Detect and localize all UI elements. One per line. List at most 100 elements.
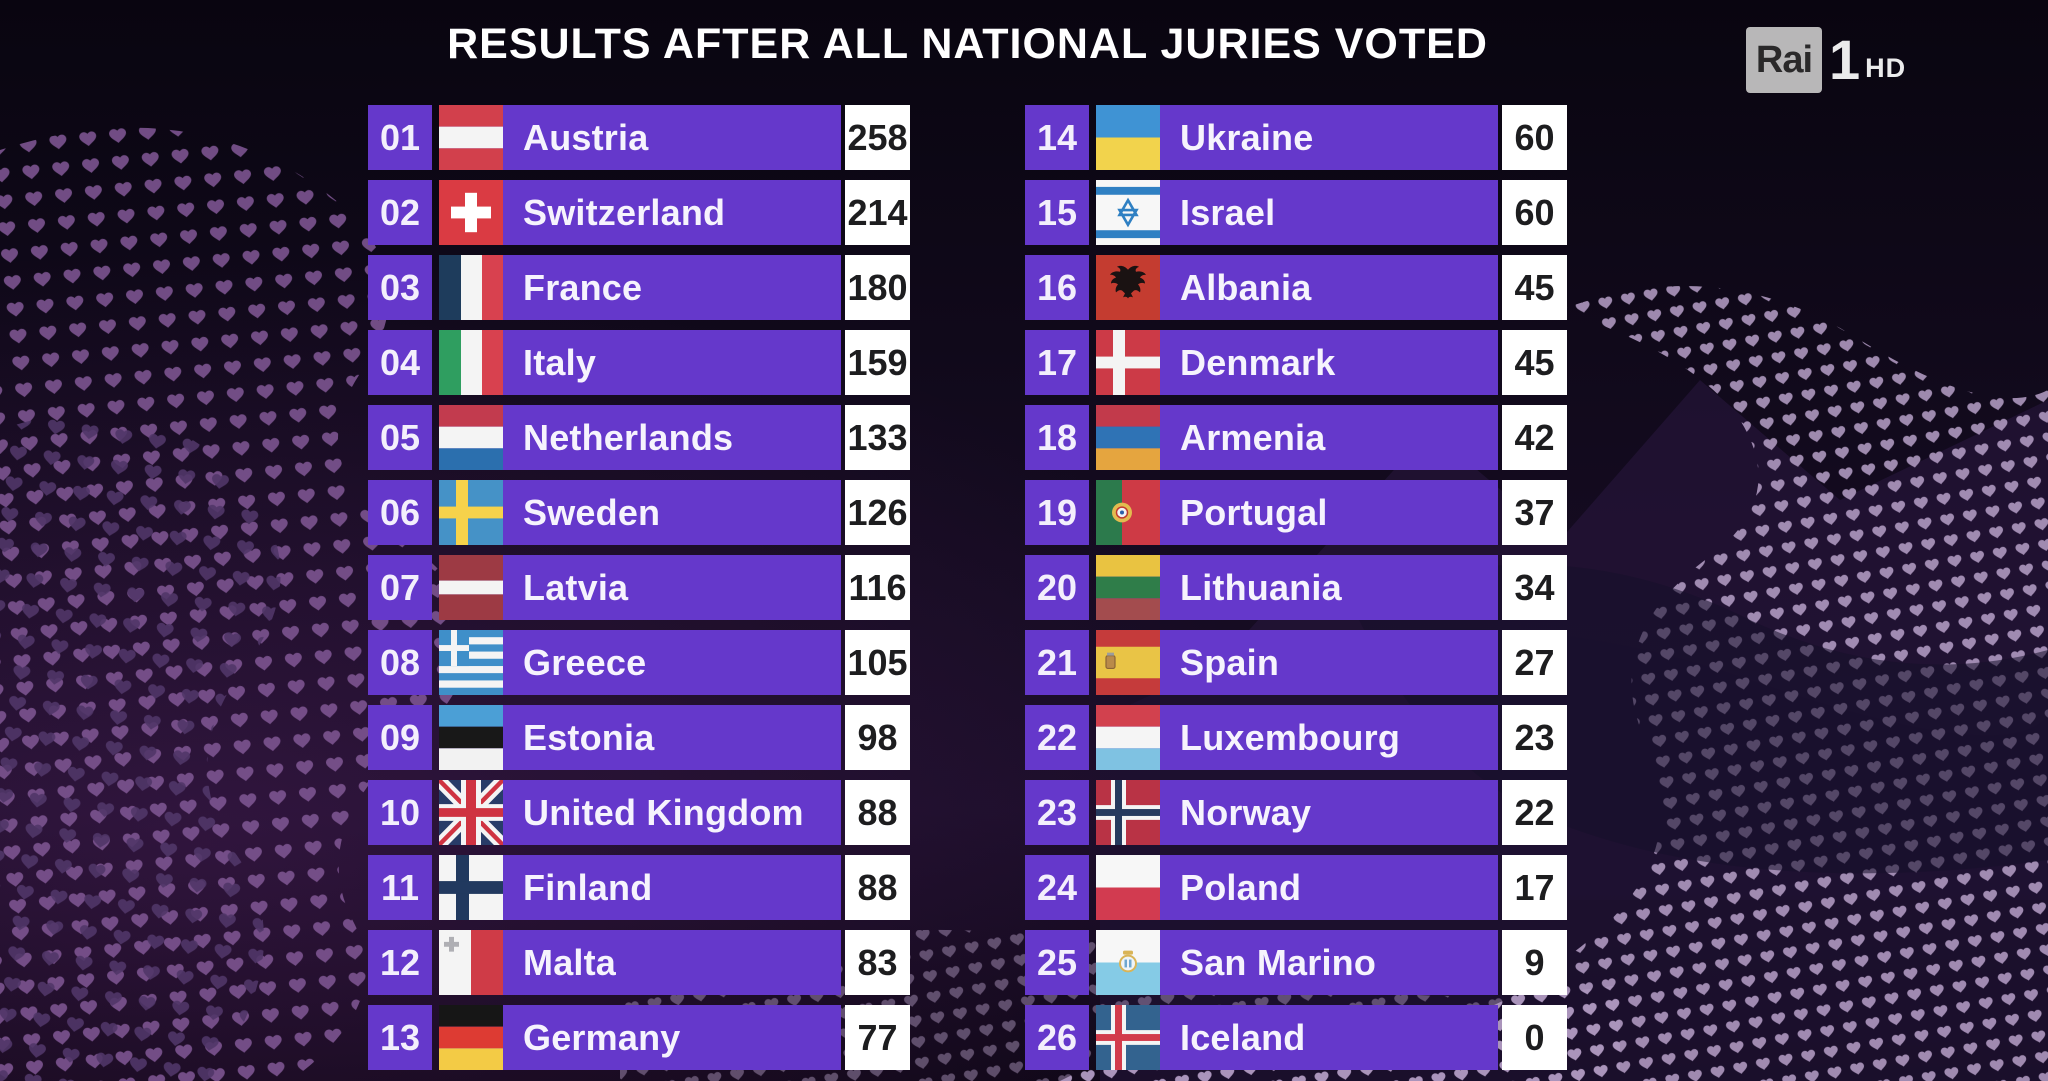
flag-germany-icon: [439, 1005, 503, 1070]
rank-badge: 24: [1025, 855, 1089, 920]
flag-albania-icon: [1096, 255, 1160, 320]
country-bar: Luxembourg: [1096, 705, 1498, 770]
country-name: Poland: [1180, 866, 1302, 908]
country-name: Ukraine: [1180, 116, 1314, 158]
country-name: Finland: [523, 866, 653, 908]
country-bar: Netherlands: [439, 405, 841, 470]
country-bar: Estonia: [439, 705, 841, 770]
score-box: 98: [845, 705, 910, 770]
rank-badge: 06: [368, 480, 432, 545]
score-box: 133: [845, 405, 910, 470]
score-box: 116: [845, 555, 910, 620]
country-bar: Finland: [439, 855, 841, 920]
page-title: RESULTS AFTER ALL NATIONAL JURIES VOTED: [447, 20, 1488, 68]
country-name: Israel: [1180, 191, 1276, 233]
result-row-albania: 16 Albania 45: [1025, 255, 1567, 320]
score-box: 77: [845, 1005, 910, 1070]
score-box: 45: [1502, 255, 1567, 320]
country-name: Denmark: [1180, 341, 1336, 383]
rank-badge: 20: [1025, 555, 1089, 620]
country-name: Austria: [523, 116, 649, 158]
result-row-armenia: 18 Armenia 42: [1025, 405, 1567, 470]
score-box: 17: [1502, 855, 1567, 920]
country-bar: Norway: [1096, 780, 1498, 845]
rai-hd-label: HD: [1865, 52, 1907, 83]
country-bar: Switzerland: [439, 180, 841, 245]
country-bar: Israel: [1096, 180, 1498, 245]
score-box: 214: [845, 180, 910, 245]
flag-denmark-icon: [1096, 330, 1160, 395]
score-box: 60: [1502, 180, 1567, 245]
scoreboard-column-right: 14 Ukraine 60 15 Israel 60 16 Albania 45…: [1025, 105, 1567, 1070]
country-name: United Kingdom: [523, 791, 804, 833]
result-row-poland: 24 Poland 17: [1025, 855, 1567, 920]
country-name: Lithuania: [1180, 566, 1342, 608]
rank-badge: 14: [1025, 105, 1089, 170]
country-bar: Italy: [439, 330, 841, 395]
country-bar: Austria: [439, 105, 841, 170]
rank-badge: 05: [368, 405, 432, 470]
score-box: 45: [1502, 330, 1567, 395]
rank-badge: 22: [1025, 705, 1089, 770]
score-box: 42: [1502, 405, 1567, 470]
country-name: Iceland: [1180, 1016, 1306, 1058]
flag-malta-icon: [439, 930, 503, 995]
score-box: 34: [1502, 555, 1567, 620]
rank-badge: 15: [1025, 180, 1089, 245]
country-bar: Portugal: [1096, 480, 1498, 545]
flag-iceland-icon: [1096, 1005, 1160, 1070]
rank-badge: 11: [368, 855, 432, 920]
country-bar: Latvia: [439, 555, 841, 620]
score-box: 0: [1502, 1005, 1567, 1070]
result-row-san-marino: 25 San Marino 9: [1025, 930, 1567, 995]
score-box: 27: [1502, 630, 1567, 695]
flag-latvia-icon: [439, 555, 503, 620]
rank-badge: 21: [1025, 630, 1089, 695]
rai-channel-number: 1: [1829, 28, 1861, 91]
score-box: 37: [1502, 480, 1567, 545]
country-bar: Sweden: [439, 480, 841, 545]
rank-badge: 08: [368, 630, 432, 695]
country-bar: Albania: [1096, 255, 1498, 320]
rank-badge: 25: [1025, 930, 1089, 995]
country-name: Germany: [523, 1016, 681, 1058]
flag-luxembourg-icon: [1096, 705, 1160, 770]
flag-lithuania-icon: [1096, 555, 1160, 620]
result-row-luxembourg: 22 Luxembourg 23: [1025, 705, 1567, 770]
country-bar: Spain: [1096, 630, 1498, 695]
rank-badge: 17: [1025, 330, 1089, 395]
country-bar: Armenia: [1096, 405, 1498, 470]
result-row-malta: 12 Malta 83: [368, 930, 910, 995]
result-row-estonia: 09 Estonia 98: [368, 705, 910, 770]
country-bar: Germany: [439, 1005, 841, 1070]
rank-badge: 19: [1025, 480, 1089, 545]
score-box: 159: [845, 330, 910, 395]
rank-badge: 03: [368, 255, 432, 320]
result-row-spain: 21 Spain 27: [1025, 630, 1567, 695]
result-row-norway: 23 Norway 22: [1025, 780, 1567, 845]
flag-ukraine-icon: [1096, 105, 1160, 170]
rank-badge: 07: [368, 555, 432, 620]
flag-estonia-icon: [439, 705, 503, 770]
broadcaster-logo: Rai 1 HD: [1746, 27, 1906, 93]
flag-france-icon: [439, 255, 503, 320]
country-bar: Denmark: [1096, 330, 1498, 395]
flag-israel-icon: [1096, 180, 1160, 245]
rank-badge: 12: [368, 930, 432, 995]
flag-greece-icon: [439, 630, 503, 695]
result-row-denmark: 17 Denmark 45: [1025, 330, 1567, 395]
score-box: 9: [1502, 930, 1567, 995]
rai-logo-box: Rai: [1746, 27, 1822, 93]
country-bar: United Kingdom: [439, 780, 841, 845]
result-row-germany: 13 Germany 77: [368, 1005, 910, 1070]
result-row-israel: 15 Israel 60: [1025, 180, 1567, 245]
score-box: 88: [845, 855, 910, 920]
country-name: Malta: [523, 941, 617, 983]
flag-san-marino-icon: [1096, 930, 1160, 995]
flag-poland-icon: [1096, 855, 1160, 920]
result-row-greece: 08 Greece 105: [368, 630, 910, 695]
rank-badge: 16: [1025, 255, 1089, 320]
country-name: San Marino: [1180, 941, 1377, 983]
